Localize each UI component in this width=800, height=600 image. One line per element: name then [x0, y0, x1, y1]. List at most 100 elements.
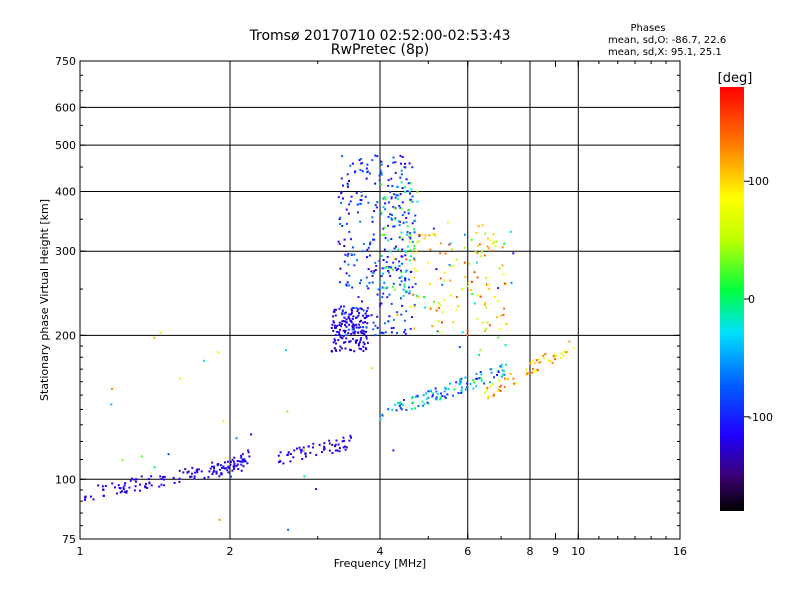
data-point: [395, 245, 398, 248]
data-point: [371, 216, 374, 219]
data-point: [344, 448, 347, 451]
data-point: [196, 471, 199, 474]
data-point: [365, 330, 368, 333]
data-point: [405, 221, 408, 224]
data-point: [380, 160, 383, 163]
data-point: [333, 347, 336, 350]
data-point: [364, 317, 367, 319]
data-point: [478, 377, 481, 380]
data-point: [303, 448, 305, 451]
data-point: [391, 408, 394, 411]
data-point: [341, 320, 344, 323]
data-point: [347, 252, 350, 255]
data-point: [512, 377, 515, 380]
data-point: [405, 409, 408, 411]
data-point: [379, 169, 382, 172]
data-point: [457, 392, 460, 395]
data-point: [413, 267, 416, 270]
data-point: [347, 263, 350, 266]
data-point: [525, 368, 528, 371]
x-tick-label: 10: [571, 545, 585, 558]
data-point: [446, 221, 449, 224]
data-point: [390, 217, 393, 220]
data-point: [387, 179, 390, 182]
data-point: [358, 312, 361, 315]
data-point: [391, 218, 393, 221]
data-point: [328, 439, 331, 442]
data-point: [380, 163, 383, 166]
data-point: [235, 437, 238, 440]
data-point: [400, 173, 403, 176]
data-point: [353, 264, 356, 267]
data-point: [344, 347, 347, 350]
data-point: [338, 321, 341, 324]
data-point: [191, 472, 193, 475]
data-point: [408, 286, 410, 289]
y-tick-label: 300: [55, 245, 76, 258]
data-point: [531, 359, 534, 362]
data-point: [333, 310, 336, 313]
data-point: [380, 211, 383, 214]
data-point: [182, 471, 185, 474]
data-point: [340, 177, 343, 180]
data-point: [383, 267, 386, 270]
data-point: [400, 169, 403, 172]
data-point: [440, 321, 443, 324]
data-point: [380, 171, 383, 174]
data-point: [208, 470, 211, 473]
data-point: [392, 156, 395, 159]
data-point: [404, 328, 407, 331]
data-point: [379, 212, 382, 215]
data-point: [133, 489, 136, 492]
data-point: [436, 393, 439, 396]
data-point: [492, 241, 495, 244]
data-point: [487, 237, 489, 240]
data-point: [366, 307, 369, 310]
data-point: [342, 436, 345, 439]
data-point: [340, 323, 343, 325]
data-point: [229, 460, 232, 463]
data-point: [236, 460, 239, 463]
data-point: [90, 495, 92, 498]
data-point: [229, 463, 232, 466]
data-point: [117, 484, 120, 487]
data-point: [350, 320, 353, 323]
data-point: [240, 460, 242, 463]
data-point: [383, 226, 386, 229]
data-point: [414, 214, 417, 217]
data-point: [340, 190, 343, 193]
data-point: [387, 239, 390, 242]
data-point: [366, 322, 369, 325]
data-point: [244, 460, 247, 463]
data-point: [406, 231, 409, 233]
data-point: [399, 176, 402, 179]
stats-line-x: mean, sd,X: 95.1, 25.1: [608, 47, 722, 58]
data-point: [502, 369, 505, 372]
data-point: [360, 199, 363, 202]
data-point: [213, 467, 215, 470]
data-point: [360, 162, 362, 165]
data-point: [396, 311, 399, 314]
data-point: [408, 234, 411, 237]
data-point: [148, 481, 151, 484]
data-point: [431, 325, 434, 328]
data-point: [426, 401, 429, 404]
data-point: [159, 331, 162, 334]
data-point: [437, 302, 440, 305]
data-point: [368, 254, 371, 257]
data-point: [469, 383, 472, 385]
data-point: [293, 449, 296, 452]
data-point: [487, 283, 489, 286]
data-point: [473, 381, 476, 384]
data-point: [429, 248, 432, 251]
data-point: [408, 162, 411, 165]
data-point: [375, 206, 378, 209]
data-point: [378, 259, 381, 262]
data-point: [347, 212, 350, 215]
data-point: [304, 453, 307, 456]
data-point: [466, 386, 468, 388]
data-point: [223, 461, 226, 464]
data-point: [559, 357, 562, 359]
data-point: [533, 362, 536, 365]
data-point: [465, 382, 468, 385]
